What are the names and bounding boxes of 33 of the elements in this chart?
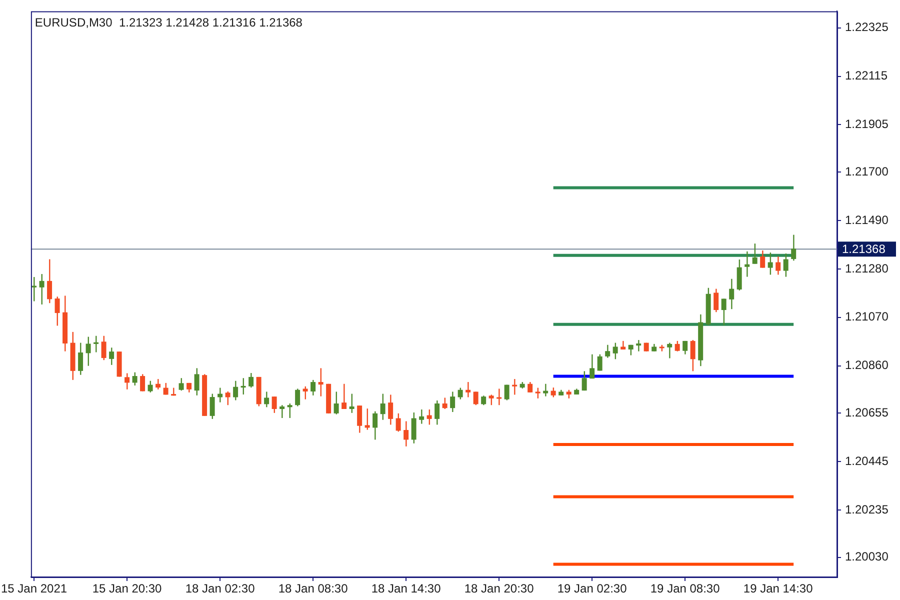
candlestick	[419, 409, 424, 424]
x-tick-label: 15 Jan 2021	[1, 582, 68, 596]
x-tick-label: 19 Jan 02:30	[557, 582, 628, 596]
y-tick-label: 1.21905	[845, 117, 889, 132]
x-tick-label: 18 Jan 20:30	[464, 582, 534, 596]
candlestick	[342, 384, 347, 410]
y-tick-label: 1.20860	[845, 358, 889, 372]
candlestick	[636, 340, 642, 352]
x-tick-label: 19 Jan 08:30	[650, 582, 720, 596]
candlestick	[543, 384, 548, 396]
x-tick-label: 15 Jan 20:30	[92, 582, 162, 596]
candlestick	[744, 251, 750, 277]
chart-title: EURUSD,M30 1.21323 1.21428 1.21316 1.21368	[34, 16, 303, 30]
y-tick-label: 1.22115	[845, 68, 888, 83]
candlestick	[512, 379, 518, 395]
y-tick-label: 1.20445	[845, 454, 889, 468]
x-tick-label: 19 Jan 14:30	[743, 582, 814, 596]
x-tick-label: 18 Jan 02:30	[185, 582, 256, 596]
y-tick-label: 1.21070	[845, 310, 889, 324]
candlestick	[280, 405, 285, 418]
x-tick-label: 18 Jan 14:30	[371, 582, 442, 596]
y-tick-label: 1.22325	[845, 20, 889, 34]
y-tick-label: 1.20235	[845, 502, 889, 516]
y-tick-label: 1.21280	[845, 261, 889, 276]
candlestick	[667, 342, 672, 358]
ref-line-label: 1.21368	[842, 242, 886, 256]
y-tick-label: 1.21700	[845, 164, 889, 178]
y-tick-label: 1.20655	[845, 405, 889, 420]
y-tick-label: 1.21490	[845, 212, 889, 227]
y-tick-label: 1.20030	[845, 550, 889, 564]
candlestick	[496, 388, 502, 406]
candlestick	[466, 382, 471, 398]
x-tick-label: 18 Jan 08:30	[278, 582, 348, 596]
